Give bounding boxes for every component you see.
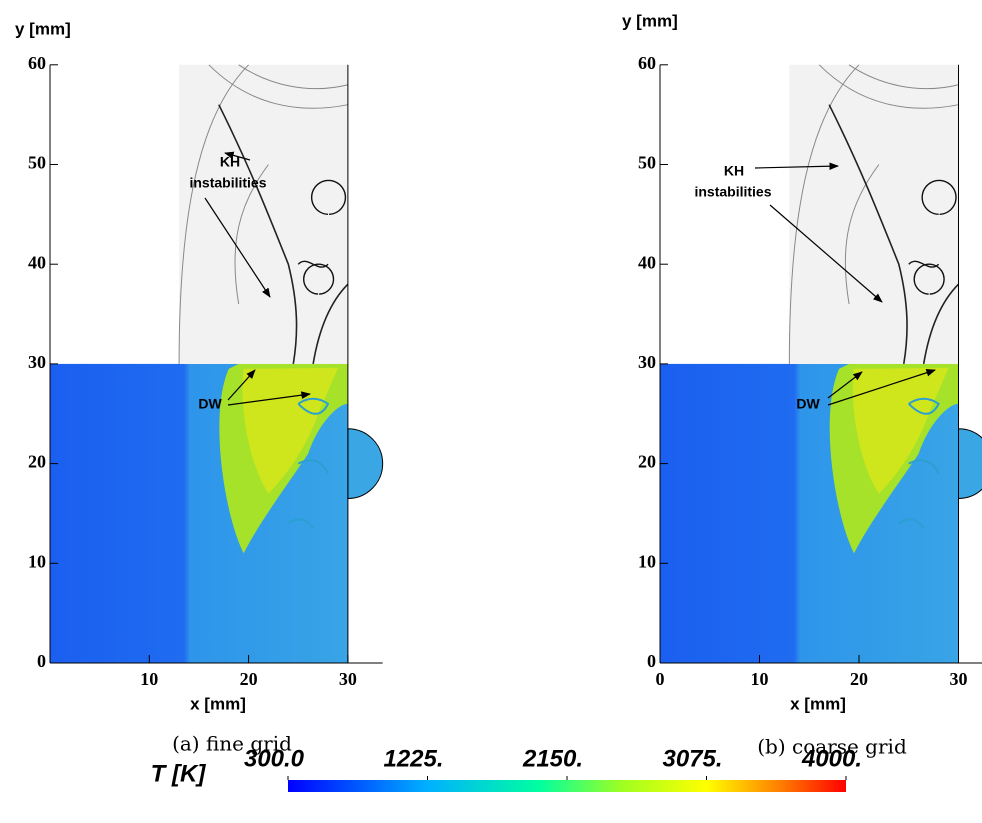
colorbar-tick-label: 1225. (383, 745, 443, 772)
dw-annotation: DW (198, 396, 222, 412)
y-tick-label: 30 (28, 352, 46, 372)
y-tick-label: 0 (37, 651, 46, 671)
colorbar-tick-label: 3075. (662, 745, 722, 772)
colorbar-tick-label: 4000. (801, 745, 862, 772)
y-tick-label: 40 (638, 252, 656, 272)
shadowgraph (179, 65, 348, 364)
x-tick-label: 30 (339, 669, 357, 689)
kh-annotation: instabilities (694, 184, 771, 200)
y-tick-label: 20 (28, 452, 46, 472)
x-axis-label: x [mm] (190, 694, 246, 713)
y-tick-label: 50 (28, 153, 46, 173)
x-tick-label: 0 (656, 669, 665, 689)
colorbar-tick-label: 300.0 (244, 745, 305, 772)
x-tick-label: 20 (240, 669, 258, 689)
x-tick-label: 30 (950, 669, 968, 689)
y-tick-label: 30 (638, 352, 656, 372)
kh-annotation: KH (724, 163, 744, 179)
y-axis-label: y [mm] (15, 19, 71, 38)
colorbar-label: T [K] (151, 760, 207, 787)
flow-field (50, 65, 383, 663)
kh-annotation: instabilities (189, 175, 266, 191)
y-tick-label: 60 (28, 53, 46, 73)
bulge (959, 429, 982, 499)
bulge (348, 429, 383, 499)
x-axis-label: x [mm] (790, 694, 846, 713)
flow-field (660, 65, 982, 663)
x-tick-label: 10 (140, 669, 158, 689)
y-axis-label: y [mm] (622, 11, 678, 30)
y-tick-label: 0 (647, 651, 656, 671)
y-tick-label: 50 (638, 153, 656, 173)
shadowgraph (789, 65, 958, 364)
y-tick-label: 20 (638, 452, 656, 472)
y-tick-label: 10 (28, 551, 46, 571)
x-tick-label: 20 (850, 669, 868, 689)
colorbar (288, 780, 846, 792)
y-tick-label: 40 (28, 252, 46, 272)
y-tick-label: 60 (638, 53, 656, 73)
colorbar-tick-label: 2150. (522, 745, 583, 772)
x-tick-label: 10 (751, 669, 769, 689)
y-tick-label: 10 (638, 551, 656, 571)
dw-annotation: DW (796, 396, 820, 412)
